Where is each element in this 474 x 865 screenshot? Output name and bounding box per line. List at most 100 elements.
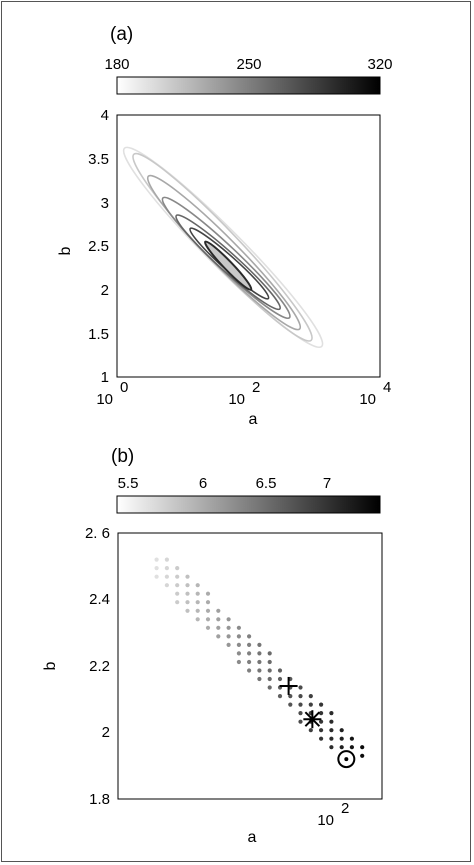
panel-a-contours (122, 146, 324, 349)
grid-dot (185, 583, 190, 588)
grid-dot (360, 745, 365, 750)
grid-dot (236, 651, 241, 656)
colorbar-a-tick-320: 320 (367, 56, 392, 73)
grid-dot (298, 702, 303, 707)
panel-a-colorbar: 180 250 320 (104, 56, 393, 95)
grid-dot (195, 583, 200, 588)
colorbar-b-tick-6: 6 (199, 475, 207, 492)
y-tick-a-1: 1 (101, 369, 109, 386)
grid-dot (205, 600, 211, 605)
grid-dot (185, 600, 190, 605)
y-tick-a-2: 2 (101, 282, 109, 299)
grid-dot (175, 574, 180, 579)
grid-dot (277, 694, 283, 699)
grid-dot (195, 617, 200, 622)
panel-a-xlabel: a (249, 411, 258, 428)
grid-dot (277, 676, 283, 682)
grid-dot (236, 625, 241, 630)
grid-dot (329, 745, 334, 750)
grid-dot (247, 668, 252, 673)
grid-dot (329, 728, 334, 733)
contour-level-200 (122, 146, 324, 349)
y-tick-a-3: 3 (101, 195, 109, 212)
grid-dot (185, 591, 190, 596)
grid-dot (339, 736, 344, 741)
grid-dot (154, 557, 159, 562)
grid-dot (349, 745, 354, 750)
grid-dot (267, 685, 272, 690)
x-tick-b-exp: 2 (341, 800, 349, 817)
grid-dot (175, 591, 180, 596)
grid-dot (288, 702, 293, 707)
grid-dot (216, 634, 221, 639)
grid-dot (226, 625, 231, 630)
y-tick-a-1.5: 1.5 (88, 326, 109, 343)
colorbar-a-tick-250: 250 (236, 56, 261, 73)
panel-b-markers (279, 676, 356, 769)
grid-dot (360, 753, 365, 758)
grid-dot (319, 728, 324, 733)
grid-dot (339, 745, 344, 750)
grid-dot (319, 711, 324, 716)
y-tick-b-2: 2 (102, 724, 110, 741)
grid-dot (216, 625, 221, 630)
grid-dot (308, 702, 313, 707)
colorbar-b-tick-5.5: 5.5 (118, 475, 139, 492)
y-tick-a-3.5: 3.5 (88, 151, 109, 168)
y-tick-b-2.4: 2.4 (89, 591, 110, 608)
grid-dot (267, 651, 272, 656)
grid-dot (236, 642, 241, 648)
marker-asterisk (303, 710, 322, 729)
grid-dot (298, 694, 303, 699)
x-tick-a-base-2: 10 (228, 391, 245, 408)
y-tick-b-2.6: 2. 6 (85, 525, 110, 542)
grid-dot (319, 736, 324, 741)
panel-b-dots (154, 557, 365, 758)
grid-dot (319, 719, 324, 724)
panel-a-y-axis: 1 1.5 2 2.5 3 3.5 4 b (57, 107, 109, 386)
panel-b-label: (b) (111, 446, 134, 467)
contour-level-280 (175, 214, 281, 311)
grid-dot (288, 694, 293, 699)
x-tick-a-exp-0: 0 (120, 379, 128, 396)
x-tick-a-exp-4: 4 (383, 379, 391, 396)
grid-dot (175, 583, 180, 588)
grid-dot (205, 591, 211, 596)
panel-b: (b) 5.5 6 6.5 7 1.8 2 2.2 2.4 2. 6 b 10 … (42, 446, 383, 846)
grid-dot (298, 719, 303, 724)
grid-dot (185, 608, 190, 613)
grid-dot (329, 711, 334, 716)
grid-dot (247, 651, 252, 656)
panel-b-x-axis: 10 2 a (248, 800, 350, 846)
grid-dot (226, 642, 231, 648)
grid-dot (277, 668, 283, 673)
x-tick-a-exp-2: 2 (252, 379, 260, 396)
grid-dot (175, 600, 180, 605)
grid-dot (216, 608, 221, 613)
grid-dot (257, 642, 262, 648)
grid-dot (185, 574, 190, 579)
panel-b-colorbar: 5.5 6 6.5 7 (116, 475, 381, 514)
grid-dot (257, 676, 262, 682)
grid-dot (298, 685, 303, 690)
grid-dot (267, 668, 272, 673)
x-tick-a-base-3: 10 (359, 391, 376, 408)
grid-dot (349, 736, 354, 741)
grid-dot (339, 728, 344, 733)
grid-dot (247, 642, 252, 648)
grid-dot (319, 702, 324, 707)
grid-dot (247, 659, 252, 665)
x-tick-b-base: 10 (317, 812, 334, 829)
marker-circle-dot (337, 750, 356, 769)
grid-dot (329, 736, 334, 741)
grid-dot (164, 574, 169, 579)
grid-dot (154, 574, 159, 579)
grid-dot (257, 651, 262, 656)
grid-dot (257, 668, 262, 673)
grid-dot (205, 608, 211, 613)
panel-b-ylabel: b (42, 661, 59, 670)
grid-dot (257, 659, 262, 665)
panel-b-plot-area (117, 532, 383, 800)
grid-dot (205, 617, 211, 622)
